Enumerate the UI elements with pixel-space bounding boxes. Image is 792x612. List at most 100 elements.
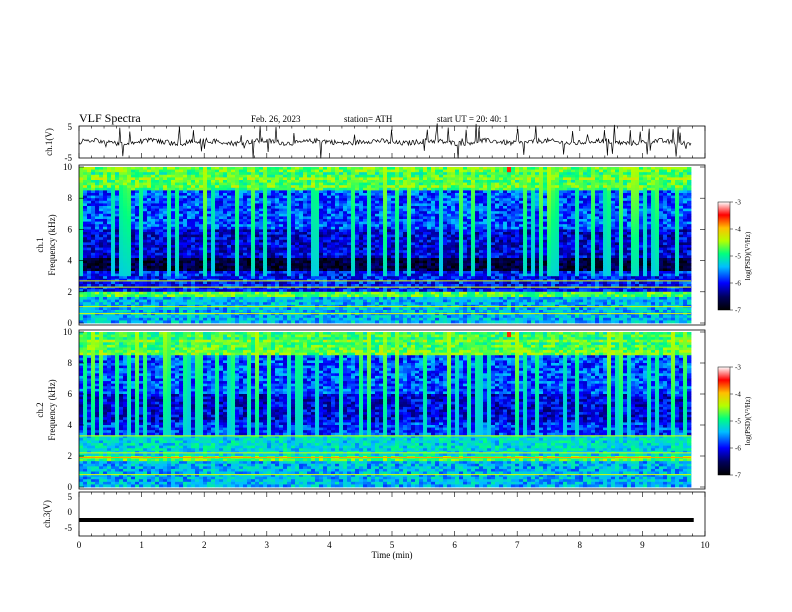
spectrogram-cell	[515, 183, 519, 186]
spectrogram-cell	[207, 180, 211, 183]
spectrogram-cell	[599, 193, 603, 196]
spectrogram-cell	[351, 183, 355, 186]
spectrogram-cell	[295, 180, 299, 183]
spectrogram-cell	[247, 183, 251, 186]
spectrogram-cell	[155, 188, 159, 191]
spectrogram-cell	[567, 170, 571, 173]
spectrogram-cell	[411, 175, 415, 178]
spectrogram-cell	[295, 177, 299, 180]
spectrogram-cell	[483, 180, 487, 183]
spectrogram-cell	[479, 170, 483, 173]
spectrogram-cell	[339, 180, 343, 183]
spectrogram-cell	[351, 172, 355, 175]
spectrogram-cell	[371, 196, 375, 199]
spectrogram-cell	[339, 177, 343, 180]
spectrogram-cell	[531, 172, 535, 175]
spectrogram-cell	[611, 170, 615, 173]
spectrogram-cell	[675, 167, 679, 170]
spectrogram-cell	[623, 177, 627, 180]
spectrogram-cell	[599, 190, 603, 193]
spectrogram-cell	[679, 175, 683, 178]
spectrogram-cell	[111, 185, 115, 188]
spectrogram-cell	[675, 190, 679, 193]
vlf-figure: VLF Spectra Feb. 26, 2023 station= ATH s…	[0, 0, 792, 612]
spectrogram-cell	[451, 177, 455, 180]
spectrogram-cell	[399, 193, 403, 196]
spectrogram-cell	[295, 172, 299, 175]
spectrogram-cell	[215, 172, 219, 175]
spectrogram-cell	[631, 170, 635, 173]
spectrogram-cell	[247, 180, 251, 183]
spectrogram-cell	[283, 183, 287, 186]
spectrogram-cell	[495, 193, 499, 196]
spectrogram-cell	[511, 183, 515, 186]
spectrogram-cell	[143, 190, 147, 193]
spectrogram-cell	[675, 183, 679, 186]
spectrogram-cell	[163, 196, 167, 199]
spectrogram-cell	[247, 177, 251, 180]
spectrogram-cell	[163, 180, 167, 183]
spectrogram-cell	[267, 180, 271, 183]
spectrogram-cell	[111, 167, 115, 170]
spectrogram-cell	[535, 177, 539, 180]
spectrogram-cell	[447, 175, 451, 178]
spectrogram-cell	[95, 180, 99, 183]
spectrogram-cell	[547, 170, 551, 173]
spectrogram-cell	[599, 180, 603, 183]
spectrogram-cell	[299, 175, 303, 178]
spectrogram-cell	[411, 188, 415, 191]
spectrogram-cell	[591, 190, 595, 193]
spectrogram-cell	[555, 167, 559, 170]
spectrogram-cell	[615, 167, 619, 170]
spectrogram-cell	[99, 175, 103, 178]
spectrogram-cell	[119, 190, 123, 193]
spectrogram-cell	[271, 196, 275, 199]
spectrogram-cell	[483, 185, 487, 188]
spectrogram-cell	[603, 188, 607, 191]
spectrogram-cell	[147, 183, 151, 186]
spectrogram-cell	[223, 180, 227, 183]
spectrogram-cell	[283, 185, 287, 188]
spectrogram-cell	[123, 180, 127, 183]
spectrogram-cell	[91, 170, 95, 173]
spectrogram-cell	[379, 196, 383, 199]
spectrogram-cell	[655, 170, 659, 173]
spectrogram-cell	[651, 177, 655, 180]
spectrogram-cell	[307, 177, 311, 180]
spectrogram-cell	[147, 172, 151, 175]
spectrogram-cell	[547, 190, 551, 193]
spectrogram-cell	[275, 180, 279, 183]
spectrogram-cell	[471, 180, 475, 183]
spectrogram-cell	[167, 175, 171, 178]
spectrogram-cell	[287, 185, 291, 188]
spectrogram-cell	[687, 177, 691, 180]
spectrogram-cell	[307, 180, 311, 183]
spectrogram-cell	[679, 190, 683, 193]
spectrogram-cell	[395, 188, 399, 191]
spectrogram-cell	[323, 190, 327, 193]
spectrogram-cell	[403, 172, 407, 175]
spectrogram-cell	[111, 196, 115, 199]
spectrogram-cell	[103, 177, 107, 180]
spectrogram-cell	[651, 193, 655, 196]
spectrogram-cell	[523, 170, 527, 173]
spectrogram-cell	[283, 177, 287, 180]
spectrogram-cell	[135, 172, 139, 175]
spectrogram-cell	[239, 167, 243, 170]
spectrogram-cell	[179, 172, 183, 175]
spectrogram-cell	[411, 170, 415, 173]
spectrogram-cell	[131, 170, 135, 173]
spectrogram-cell	[499, 177, 503, 180]
spectrogram-cell	[687, 190, 691, 193]
spectrogram-cell	[443, 167, 447, 170]
spectrogram-cell	[471, 185, 475, 188]
spectrogram-cell	[283, 180, 287, 183]
spectrogram-cell	[315, 196, 319, 199]
spectrogram-cell	[471, 196, 475, 199]
spectrogram-cell	[163, 193, 167, 196]
spectrogram-cell	[267, 188, 271, 191]
spectrogram-cell	[235, 175, 239, 178]
spectrogram-cell	[275, 190, 279, 193]
spectrogram-cell	[423, 177, 427, 180]
spectrogram-cell	[387, 196, 391, 199]
